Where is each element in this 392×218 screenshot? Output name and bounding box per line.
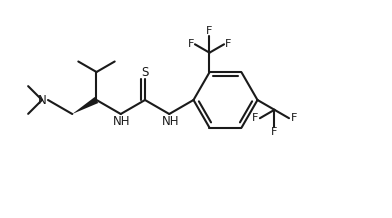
Text: F: F bbox=[225, 39, 231, 49]
Text: NH: NH bbox=[162, 114, 179, 128]
Text: F: F bbox=[271, 127, 278, 137]
Text: F: F bbox=[252, 113, 258, 123]
Text: N: N bbox=[38, 94, 46, 107]
Polygon shape bbox=[72, 97, 98, 114]
Text: F: F bbox=[291, 113, 297, 123]
Text: F: F bbox=[188, 39, 194, 49]
Text: NH: NH bbox=[113, 114, 131, 128]
Text: S: S bbox=[141, 65, 149, 78]
Text: F: F bbox=[206, 26, 213, 36]
